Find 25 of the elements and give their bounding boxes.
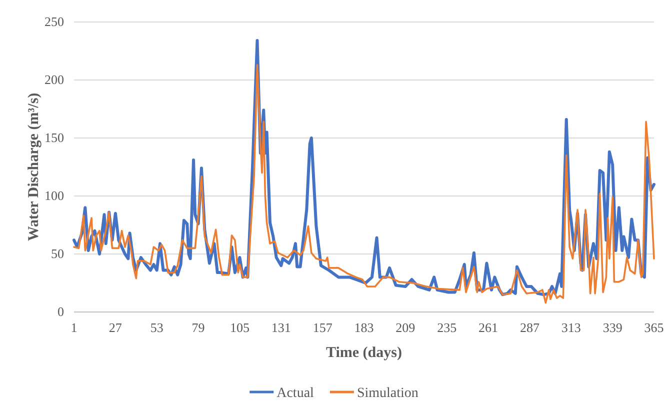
y-tick-label: 250 — [44, 14, 64, 30]
y-tick-label: 0 — [58, 304, 64, 320]
y-tick-label: 100 — [44, 188, 64, 204]
x-tick-label: 1 — [70, 320, 78, 336]
legend-label: Simulation — [356, 386, 418, 401]
x-tick-label: 365 — [644, 320, 664, 336]
x-tick-label: 313 — [561, 320, 581, 336]
x-tick-label: 79 — [192, 320, 205, 336]
x-tick-label: 157 — [312, 320, 333, 336]
x-tick-label: 235 — [437, 320, 457, 336]
y-axis-title: Water Discharge (m³/s) — [26, 92, 42, 242]
x-tick-label: 287 — [520, 320, 540, 336]
y-tick-label: 150 — [44, 130, 64, 146]
x-tick-label: 131 — [271, 320, 291, 336]
x-tick-label: 261 — [478, 320, 498, 336]
x-tick-label: 105 — [230, 320, 250, 336]
x-tick-label: 183 — [354, 320, 374, 336]
y-tick-label: 50 — [51, 246, 64, 262]
x-tick-label: 339 — [602, 320, 622, 336]
y-tick-label: 200 — [44, 72, 64, 88]
x-tick-label: 27 — [108, 320, 122, 336]
x-tick-label: 53 — [150, 320, 164, 336]
x-tick-label: 209 — [396, 320, 416, 336]
x-axis-title: Time (days) — [326, 345, 402, 361]
legend-label: Actual — [276, 386, 314, 401]
